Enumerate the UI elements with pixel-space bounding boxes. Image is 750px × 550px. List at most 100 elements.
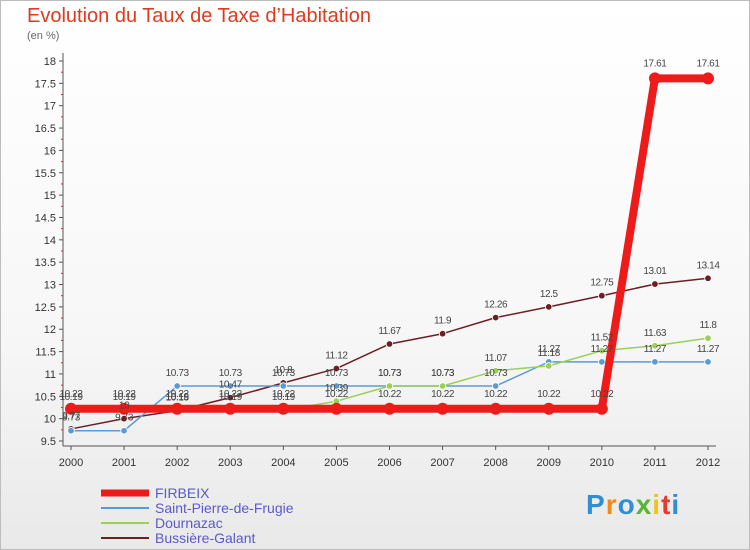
data-label: 11.27 [538,344,561,355]
data-point [436,402,449,415]
x-tick-label: 2011 [643,457,667,469]
data-label: 10.73 [219,368,243,379]
y-tick-label: 14.5 [35,212,56,224]
x-tick-label: 2007 [430,457,454,469]
y-tick-label: 17 [44,101,56,113]
data-point [120,427,128,435]
data-label: 11.07 [485,353,508,364]
data-label: 12.26 [484,300,508,311]
data-label: 17.61 [696,58,720,69]
y-tick-label: 13.5 [35,257,56,269]
data-label: 11.18 [538,348,561,359]
data-label: 11.27 [591,344,614,355]
data-point [226,393,234,402]
data-label: 10.22 [325,389,349,400]
data-label: 10.73 [378,368,402,379]
logo-letter: P [586,489,606,520]
data-label: 10.19 [272,392,296,403]
x-tick-label: 2003 [218,457,242,469]
data-label: 13.14 [696,260,720,271]
data-point [67,427,75,435]
data-point [545,362,553,370]
data-label: 10.73 [325,368,349,379]
data-point [277,402,290,415]
data-label: 12.75 [590,278,614,289]
data-point [224,402,237,415]
data-label: 10.19 [219,392,243,403]
data-label: 10.22 [484,389,508,400]
data-label: 10.22 [378,389,402,400]
logo-letter: t [661,489,672,520]
data-point [279,382,288,390]
data-label: 9.73 [62,413,81,424]
data-point [438,382,447,390]
data-point [704,334,712,342]
data-point [226,382,234,390]
y-tick-label: 18 [44,56,56,68]
data-point [173,382,181,390]
data-label: 10.73 [272,368,296,379]
logo-letter: r [605,489,618,520]
data-label: 10.18 [166,393,190,404]
data-label: 10.22 [431,389,455,400]
data-point [702,72,714,85]
data-label: 10.73 [431,368,455,379]
data-label: 10.39 [325,383,349,394]
y-tick-label: 10.5 [35,391,56,403]
legend-label: Saint-Pierre-de-Frugie [155,500,294,516]
data-label: 10.73 [484,368,508,379]
data-label: 13.01 [643,266,667,277]
data-label: 9.73 [115,413,134,424]
data-point [330,402,343,415]
data-point [598,358,606,366]
x-tick-label: 2008 [483,457,507,469]
logo-letter: i [652,489,662,520]
x-tick-label: 2000 [59,457,83,469]
data-point [438,330,447,338]
data-point [651,280,659,288]
data-point [65,402,77,415]
y-tick-label: 11 [45,369,56,381]
series-line-firbeix [71,74,708,413]
data-point [595,402,608,415]
x-tick-label: 2006 [377,457,401,469]
data-label: 11.67 [378,326,401,337]
data-label: 11.9 [434,316,452,327]
x-tick-label: 2009 [537,457,561,469]
data-label: 11.27 [644,344,667,355]
data-point [118,402,131,415]
data-point [332,382,341,390]
data-point [651,358,659,366]
data-point [704,274,712,282]
data-point [171,402,184,415]
data-label: 11.52 [591,333,614,344]
y-tick-label: 12 [44,324,56,336]
data-point [491,367,500,375]
data-label: 10.19 [113,392,137,403]
data-label: 11.63 [644,328,667,339]
logo-letter: x [635,489,653,520]
data-label: 10.22 [590,389,614,400]
data-label: 10.19 [59,392,83,403]
data-label: 10 [119,401,130,412]
data-label: 9.77 [62,411,81,422]
data-label: 11.8 [699,320,717,331]
y-tick-label: 11.5 [35,347,56,359]
data-point [648,72,661,85]
data-label: 10.22 [166,389,190,400]
data-point [383,402,396,415]
x-tick-label: 2012 [696,457,720,469]
data-label: 10.22 [113,389,137,400]
data-point [120,414,128,423]
y-tick-label: 13 [44,280,56,292]
data-label: 17.61 [643,58,667,69]
x-tick-label: 2001 [112,457,136,469]
data-point [491,313,500,322]
legend-label: Dournazac [155,515,223,531]
logo-letter: i [671,489,681,520]
data-point [545,303,553,311]
logo-letter: o [617,489,636,520]
data-point [489,402,502,415]
data-point [332,364,341,373]
